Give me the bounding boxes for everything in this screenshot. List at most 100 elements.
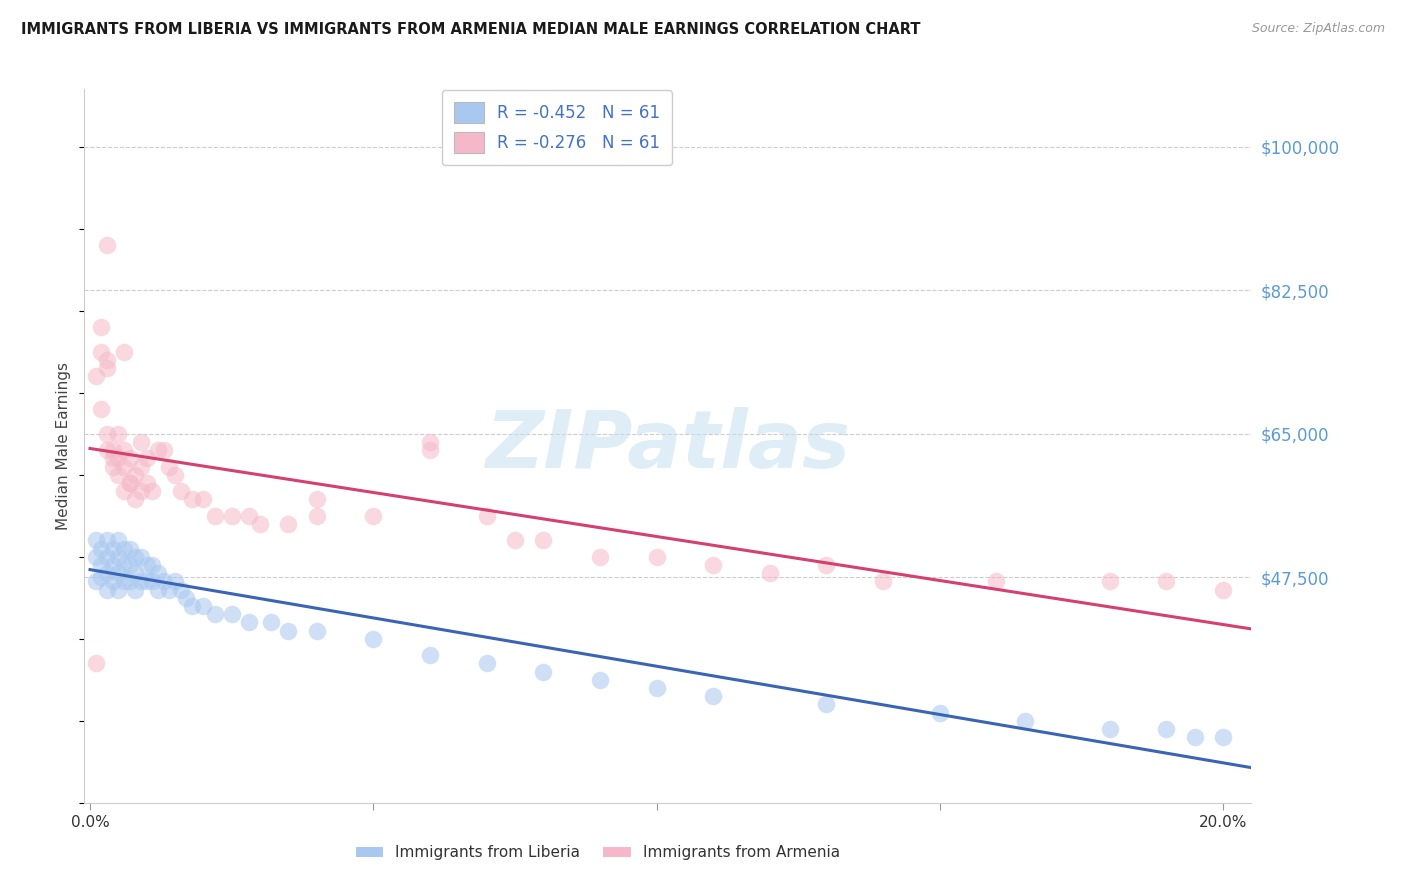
Point — [101, 558, 124, 572]
Point — [90, 402, 112, 417]
Point — [118, 451, 141, 466]
Text: IMMIGRANTS FROM LIBERIA VS IMMIGRANTS FROM ARMENIA MEDIAN MALE EARNINGS CORRELAT: IMMIGRANTS FROM LIBERIA VS IMMIGRANTS FR… — [21, 22, 921, 37]
Point — [702, 689, 724, 703]
Point — [163, 574, 186, 589]
Point — [90, 570, 112, 584]
Point — [112, 558, 135, 572]
Point — [124, 566, 146, 581]
Point — [90, 320, 112, 334]
Point — [146, 443, 169, 458]
Point — [96, 426, 118, 441]
Point — [169, 582, 191, 597]
Y-axis label: Median Male Earnings: Median Male Earnings — [56, 362, 72, 530]
Point — [129, 574, 152, 589]
Point — [176, 591, 198, 605]
Point — [1212, 730, 1234, 744]
Point — [1098, 722, 1121, 736]
Point — [107, 467, 129, 482]
Point — [112, 484, 135, 499]
Point — [84, 574, 107, 589]
Point — [96, 549, 118, 564]
Point — [101, 443, 124, 458]
Point — [419, 434, 441, 449]
Point — [589, 549, 612, 564]
Point — [96, 443, 118, 458]
Point — [361, 508, 384, 523]
Point — [645, 549, 668, 564]
Point — [107, 582, 129, 597]
Point — [169, 484, 191, 499]
Point — [96, 533, 118, 548]
Point — [84, 657, 107, 671]
Point — [157, 582, 180, 597]
Text: Source: ZipAtlas.com: Source: ZipAtlas.com — [1251, 22, 1385, 36]
Point — [277, 516, 299, 531]
Point — [141, 484, 163, 499]
Point — [238, 615, 260, 630]
Point — [815, 558, 838, 572]
Point — [107, 549, 129, 564]
Point — [221, 508, 243, 523]
Point — [129, 484, 152, 499]
Point — [107, 451, 129, 466]
Point — [96, 361, 118, 376]
Point — [928, 706, 950, 720]
Point — [157, 459, 180, 474]
Point — [475, 508, 498, 523]
Point — [141, 574, 163, 589]
Point — [141, 558, 163, 572]
Point — [96, 238, 118, 252]
Point — [221, 607, 243, 622]
Point — [305, 508, 328, 523]
Point — [96, 582, 118, 597]
Point — [107, 426, 129, 441]
Point — [260, 615, 283, 630]
Point — [101, 459, 124, 474]
Point — [129, 434, 152, 449]
Point — [238, 508, 260, 523]
Point — [1212, 582, 1234, 597]
Point — [146, 582, 169, 597]
Point — [112, 344, 135, 359]
Point — [118, 475, 141, 490]
Point — [986, 574, 1008, 589]
Point — [193, 492, 215, 507]
Point — [1014, 714, 1036, 728]
Point — [112, 459, 135, 474]
Point — [129, 549, 152, 564]
Point — [872, 574, 894, 589]
Point — [181, 492, 204, 507]
Legend: Immigrants from Liberia, Immigrants from Armenia: Immigrants from Liberia, Immigrants from… — [350, 839, 846, 866]
Point — [84, 369, 107, 384]
Point — [152, 574, 174, 589]
Point — [124, 549, 146, 564]
Point — [645, 681, 668, 695]
Point — [112, 541, 135, 556]
Point — [419, 443, 441, 458]
Point — [118, 541, 141, 556]
Point — [277, 624, 299, 638]
Point — [759, 566, 782, 581]
Point — [96, 566, 118, 581]
Point — [305, 624, 328, 638]
Point — [589, 673, 612, 687]
Point — [112, 443, 135, 458]
Point — [503, 533, 526, 548]
Point — [101, 574, 124, 589]
Point — [419, 648, 441, 662]
Point — [101, 541, 124, 556]
Point — [129, 459, 152, 474]
Point — [84, 549, 107, 564]
Point — [815, 698, 838, 712]
Point — [249, 516, 271, 531]
Point — [1098, 574, 1121, 589]
Point — [193, 599, 215, 613]
Point — [107, 533, 129, 548]
Point — [531, 665, 554, 679]
Point — [135, 475, 157, 490]
Point — [135, 451, 157, 466]
Point — [96, 352, 118, 367]
Point — [124, 467, 146, 482]
Point — [181, 599, 204, 613]
Point — [146, 566, 169, 581]
